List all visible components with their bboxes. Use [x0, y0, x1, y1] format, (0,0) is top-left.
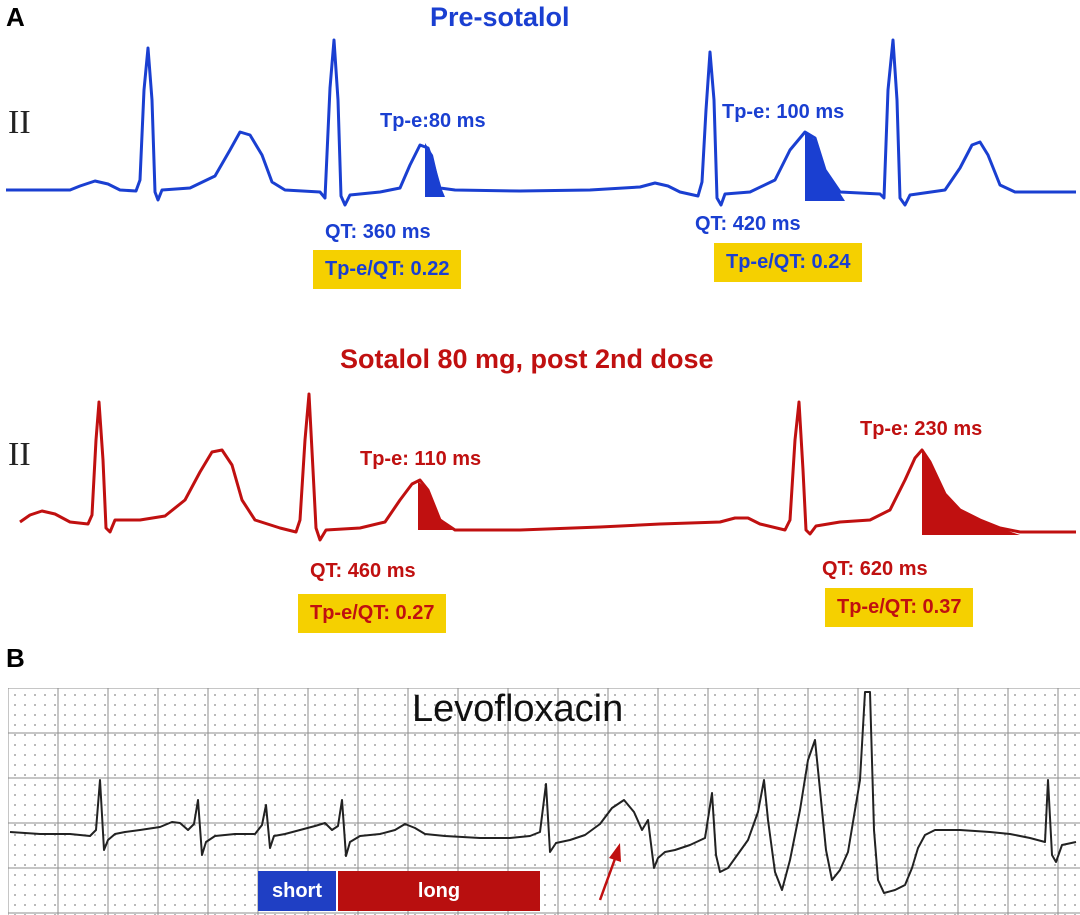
- tpe-shaded-pre-1: [425, 143, 445, 197]
- lead-label-post: II: [8, 436, 31, 473]
- tpe-label-post-2: Tp-e: 230 ms: [860, 418, 983, 440]
- arrow-head-icon: [609, 843, 621, 862]
- tpe-label-pre-1: Tp-e:80 ms: [380, 110, 486, 132]
- levofloxacin-waveform: [9, 691, 1077, 894]
- qt-label-pre-2: QT: 420 ms: [695, 213, 801, 235]
- tpe-shaded-post-1: [418, 481, 455, 530]
- long-interval-label: long: [417, 879, 461, 902]
- arrow-shaft: [598, 855, 618, 901]
- drug-label: Levofloxacin: [412, 688, 624, 730]
- panel-a-label: A: [6, 2, 25, 32]
- tpe-shaded-post-2: [922, 450, 1020, 535]
- short-interval-label: short: [272, 879, 322, 902]
- panel-b-label: B: [6, 643, 25, 673]
- short-interval-bar: short: [258, 871, 336, 911]
- ratio-badge-post-1: Tp-e/QT: 0.27: [298, 594, 447, 633]
- pre-sotalol-title: Pre-sotalol: [430, 2, 570, 32]
- tpe-label-post-1: Tp-e: 110 ms: [360, 448, 482, 470]
- post-sotalol-waveform: [19, 392, 1076, 542]
- lead-label-pre: II: [8, 104, 31, 141]
- ratio-badge-pre-2: Tp-e/QT: 0.24: [714, 243, 863, 282]
- post-sotalol-ecg-trace: [19, 392, 1076, 542]
- pre-sotalol-ecg-trace: [6, 38, 1076, 207]
- qt-label-post-2: QT: 620 ms: [822, 558, 928, 580]
- tpe-label-pre-2: Tp-e: 100 ms: [722, 101, 845, 123]
- pre-sotalol-waveform: [6, 38, 1076, 207]
- qt-label-pre-1: QT: 360 ms: [325, 221, 431, 243]
- ratio-badge-post-2: Tp-e/QT: 0.37: [825, 588, 974, 627]
- ratio-badge-pre-1: Tp-e/QT: 0.22: [313, 250, 462, 289]
- long-interval-bar: long: [338, 871, 540, 911]
- post-sotalol-title: Sotalol 80 mg, post 2nd dose: [340, 344, 714, 374]
- tpe-shaded-pre-2: [805, 132, 845, 201]
- qt-label-post-1: QT: 460 ms: [310, 560, 416, 582]
